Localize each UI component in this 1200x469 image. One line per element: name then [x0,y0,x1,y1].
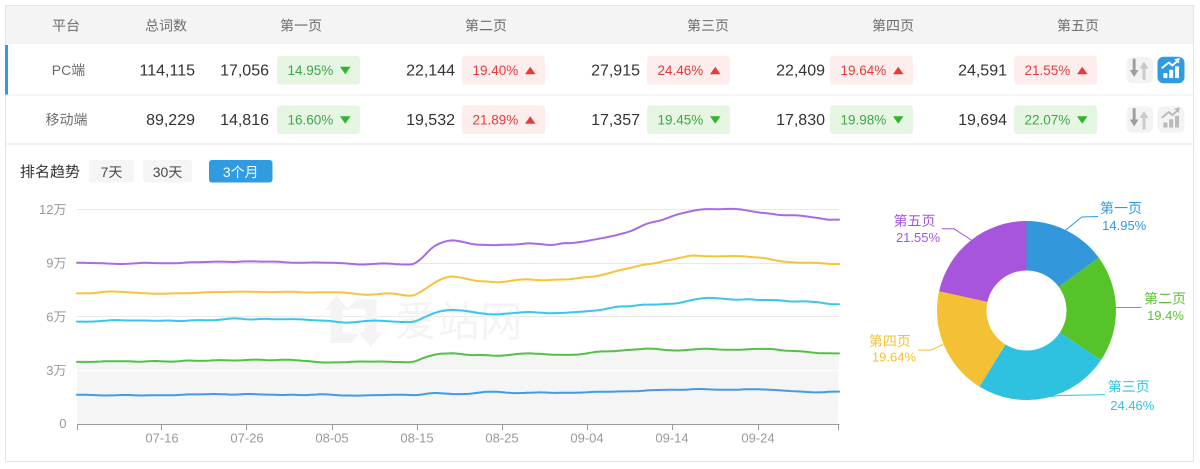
svg-text:07-26: 07-26 [230,431,263,446]
svg-text:3: 3 [223,164,231,180]
svg-text:6: 6 [46,309,53,324]
svg-text:14.95%: 14.95% [1102,218,1147,233]
svg-text:22,144: 22,144 [406,63,455,80]
svg-text:0: 0 [59,416,66,431]
svg-text:09-24: 09-24 [741,431,774,446]
svg-text:19.64%: 19.64% [872,350,917,365]
svg-text:12: 12 [39,202,53,217]
svg-text:114,115: 114,115 [140,63,196,80]
svg-text:7: 7 [101,164,109,180]
svg-text:17,056: 17,056 [220,63,269,80]
svg-text:21.55%: 21.55% [896,230,941,245]
svg-text:19.64%: 19.64% [841,63,887,78]
svg-text:22.07%: 22.07% [1025,113,1071,128]
svg-text:08-25: 08-25 [485,431,518,446]
svg-text:19.98%: 19.98% [841,113,887,128]
svg-text:24,591: 24,591 [958,63,1007,80]
svg-text:30: 30 [153,164,169,180]
svg-text:89,229: 89,229 [146,112,195,129]
svg-text:14,816: 14,816 [220,112,269,129]
svg-text:16.60%: 16.60% [288,113,334,128]
svg-text:17,830: 17,830 [776,112,825,129]
svg-text:09-04: 09-04 [570,431,603,446]
svg-text:9: 9 [46,256,53,271]
svg-text:08-05: 08-05 [315,431,348,446]
svg-text:24.46%: 24.46% [1110,398,1155,413]
svg-text:24.46%: 24.46% [658,63,704,78]
svg-text:19.40%: 19.40% [473,63,519,78]
svg-text:14.95%: 14.95% [288,63,334,78]
svg-text:27,915: 27,915 [591,63,640,80]
svg-text:3: 3 [46,363,53,378]
svg-text:07-16: 07-16 [145,431,178,446]
svg-text:21.55%: 21.55% [1025,63,1071,78]
svg-text:19,694: 19,694 [958,112,1007,129]
svg-text:08-15: 08-15 [400,431,433,446]
svg-text:19.4%: 19.4% [1147,308,1184,323]
svg-text:21.89%: 21.89% [473,113,519,128]
svg-text:22,409: 22,409 [776,63,825,80]
svg-text:19,532: 19,532 [406,112,455,129]
svg-text:09-14: 09-14 [655,431,688,446]
svg-text:19.45%: 19.45% [658,113,704,128]
svg-text:17,357: 17,357 [591,112,640,129]
svg-text:PC: PC [52,62,71,78]
